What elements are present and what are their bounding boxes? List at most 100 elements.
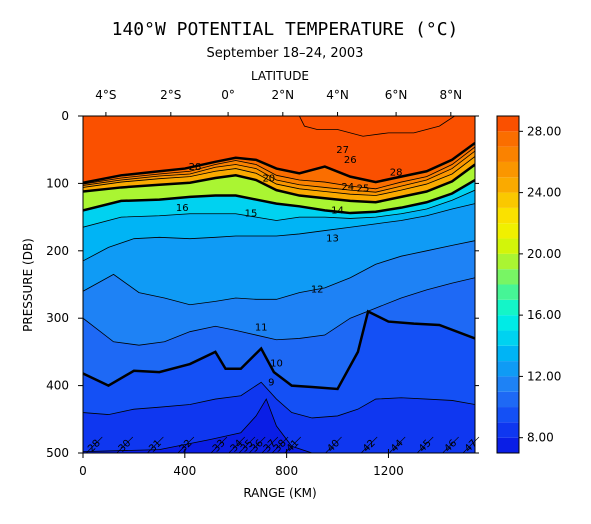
y-tick-label: 0: [61, 109, 69, 123]
station-tick-line: [442, 436, 459, 454]
plot-area: [83, 116, 475, 453]
plot-frame: [82, 115, 476, 454]
contour-label: 13: [326, 233, 339, 244]
contour-label: 26: [344, 155, 357, 166]
colorbar-tick-label: 28.00: [527, 124, 561, 138]
colorbar-band: [497, 437, 519, 453]
station-tick-line: [284, 436, 302, 454]
colorbar-tick-label: 16.00: [527, 308, 561, 322]
contour-label: 28: [390, 167, 403, 178]
top-axis-label: LATITUDE: [251, 69, 309, 83]
colorbar-band: [497, 207, 519, 224]
station-tick-line: [261, 436, 279, 454]
axes: 0 400 800 1200 0 100 200 300 400 500 4°S 2°S 0° 2°N 4°…: [46, 88, 479, 478]
station-tick-line: [238, 436, 256, 454]
colorbar-band: [497, 407, 519, 423]
colorbar-band: [497, 238, 519, 254]
chart-title: 140°W POTENTIAL TEMPERATURE (°C): [112, 19, 459, 40]
colorbar-band: [497, 116, 519, 132]
contour-label: 10: [270, 359, 283, 370]
isotherm-20: [83, 163, 475, 204]
isotherm-27: [83, 146, 475, 190]
contour-label: 27: [336, 145, 349, 156]
contour-label: 9: [268, 378, 274, 389]
y-tick-label: 500: [46, 446, 69, 460]
contour-label: 25: [357, 183, 370, 194]
station-tick-line: [325, 436, 342, 454]
station-tick-line: [271, 436, 289, 454]
isotherm-8: [83, 398, 313, 453]
colorbar: 8.00 12.00 16.00 20.00 24.00 28.00: [496, 115, 561, 454]
top-tick-label: 0°: [221, 88, 235, 102]
isotherm-13: [83, 203, 475, 262]
y-tick-label: 300: [46, 311, 69, 325]
isotherm-9: [83, 381, 475, 419]
colorbar-band: [497, 361, 519, 377]
fill-band-29: [299, 116, 455, 137]
colorbar-tick-label: 24.00: [527, 186, 561, 200]
colorbar-band: [497, 131, 519, 147]
top-tick-label: 2°S: [160, 88, 181, 102]
x-tick-label: 800: [275, 464, 298, 478]
colorbar-frame: [496, 115, 520, 454]
isotherm-12: [83, 240, 475, 306]
colorbar-band: [497, 391, 519, 408]
colorbar-band: [497, 345, 519, 362]
colorbar-band: [497, 192, 519, 208]
station-tick-line: [228, 436, 246, 454]
chart-subtitle: September 18–24, 2003: [207, 46, 364, 61]
top-tick-label: 4°N: [326, 88, 349, 102]
top-tick-label: 2°N: [272, 88, 295, 102]
station-tick-line: [86, 436, 103, 454]
isotherm-26: [83, 150, 475, 193]
colorbar-tick-label: 20.00: [527, 247, 561, 261]
colorbar-band: [497, 284, 519, 300]
station-tick-line: [248, 436, 266, 454]
colorbar-tick-label: 8.00: [527, 431, 554, 445]
colorbar-band: [497, 253, 519, 270]
y-tick-label: 200: [46, 244, 69, 258]
isotherm-14: [83, 189, 475, 228]
colorbar-band: [497, 376, 519, 392]
station-tick-line: [416, 436, 434, 454]
fill-band-9: [83, 382, 475, 453]
station-tick-line: [116, 436, 134, 454]
colorbar-band: [497, 161, 519, 178]
x-tick-label: 1200: [373, 464, 404, 478]
top-tick-label: 6°N: [385, 88, 408, 102]
top-tick-label: 8°N: [440, 88, 463, 102]
station-tick-line: [147, 436, 164, 454]
contour-label: 14: [331, 206, 344, 217]
fill-band-8: [83, 399, 313, 453]
contour-label: 12: [311, 285, 324, 296]
y-tick-label: 400: [46, 379, 69, 393]
colorbar-band: [497, 146, 519, 162]
y-axis-label: PRESSURE (DB): [21, 238, 35, 332]
x-tick-label: 400: [173, 464, 196, 478]
x-tick-label: 0: [79, 464, 87, 478]
colorbar-band: [497, 269, 519, 285]
colorbar-band: [497, 223, 519, 239]
colorbar-band: [497, 315, 519, 331]
contour-label: 28: [189, 162, 202, 173]
isotherm-25: [83, 156, 475, 196]
contour-label: 24: [341, 182, 354, 193]
colorbar-band: [497, 330, 519, 346]
y-tick-label: 100: [46, 176, 69, 190]
station-tick-line: [177, 436, 195, 454]
contour-label: 11: [255, 322, 268, 333]
station-tick-line: [388, 436, 406, 454]
colorbar-band: [497, 299, 519, 316]
isotherm-28: [83, 141, 475, 184]
station-tick-line: [462, 436, 480, 454]
colorbar-band: [497, 177, 519, 193]
station-tick-line: [360, 436, 378, 454]
top-tick-label: 4°S: [95, 88, 116, 102]
isotherm-15: [83, 178, 475, 215]
contour-label: 16: [176, 203, 189, 214]
station-tick-line: [210, 436, 228, 454]
contour-label: 20: [262, 173, 275, 184]
contour-lines: [83, 116, 475, 453]
colorbar-band: [497, 422, 519, 438]
